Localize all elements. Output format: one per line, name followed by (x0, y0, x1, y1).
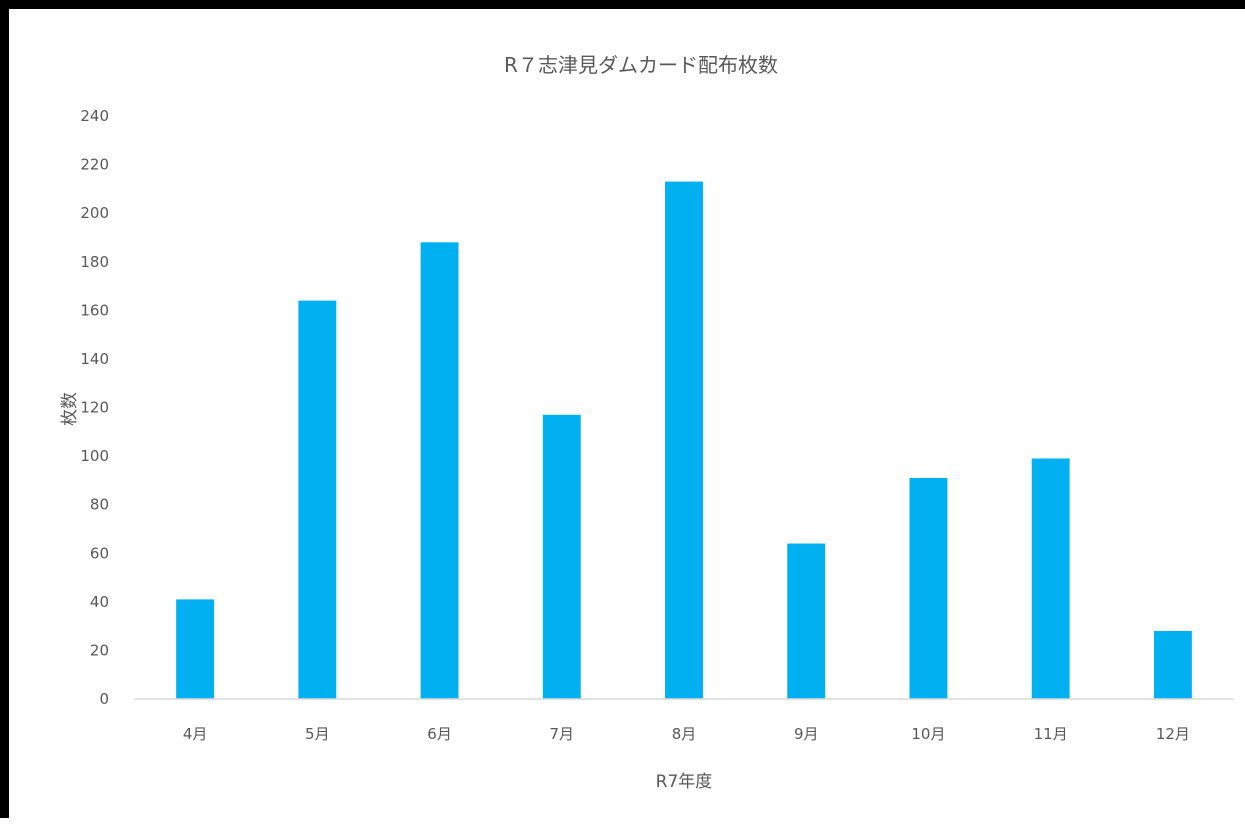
y-tick-label: 80 (90, 496, 109, 514)
y-tick-label: 60 (90, 544, 109, 562)
x-tick-label: 10月 (911, 725, 945, 743)
y-tick-label: 200 (80, 204, 109, 222)
y-tick-label: 100 (80, 447, 109, 465)
bar (1031, 458, 1070, 699)
y-tick-label: 40 (90, 593, 109, 611)
y-tick-label: 140 (80, 350, 109, 368)
bar (542, 414, 581, 699)
bar (1153, 630, 1192, 699)
bar (420, 242, 459, 700)
bar (787, 543, 826, 699)
y-axis-ticks: 0 20 40 60 80 100 120 140 160 180 200 220 240 (80, 107, 109, 708)
bar (298, 300, 337, 699)
y-tick-label: 220 (80, 156, 109, 174)
x-tick-label: 6月 (427, 725, 452, 743)
bar-series (176, 181, 1192, 700)
y-tick-label: 160 (80, 301, 109, 319)
x-tick-label: 9月 (794, 725, 819, 743)
y-tick-label: 180 (80, 253, 109, 271)
bar (176, 599, 215, 699)
x-tick-label: 5月 (305, 725, 330, 743)
y-axis-label: 枚数 (60, 392, 80, 426)
x-tick-label: 8月 (672, 725, 697, 743)
bar (909, 477, 948, 699)
chart-title: R７志津見ダムカード配布枚数 (504, 53, 778, 77)
x-tick-label: 11月 (1034, 725, 1068, 743)
y-tick-label: 20 (90, 641, 109, 659)
x-axis-label: R7年度 (656, 772, 713, 792)
x-axis-ticks: 4月 5月 6月 7月 8月 9月 10月 11月 12月 (183, 725, 1190, 743)
y-tick-label: 240 (80, 107, 109, 125)
x-tick-label: 4月 (183, 725, 208, 743)
bar (665, 181, 703, 699)
x-tick-label: 12月 (1156, 725, 1190, 743)
chart-area: R７志津見ダムカード配布枚数 枚数 R7年度 0 20 40 60 80 100 120 14… (60, 53, 1234, 792)
y-tick-label: 0 (99, 690, 109, 708)
x-tick-label: 7月 (550, 725, 575, 743)
y-tick-label: 120 (80, 399, 109, 417)
